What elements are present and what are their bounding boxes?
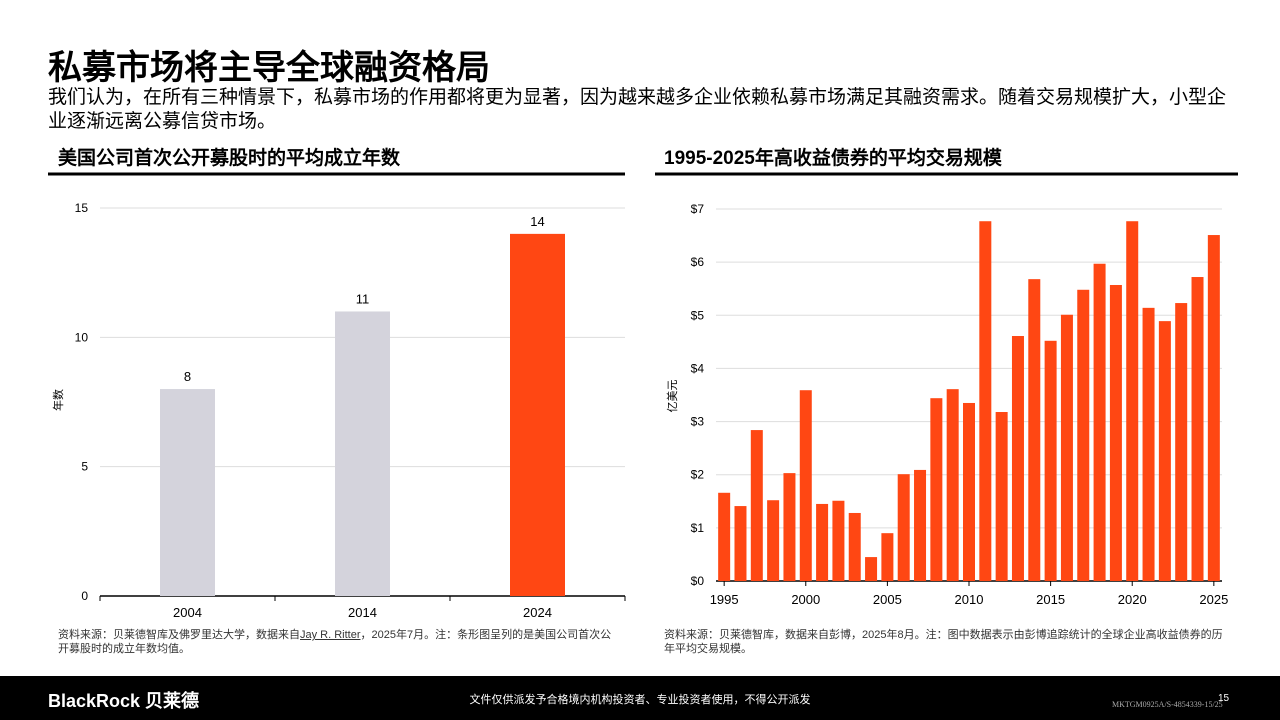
y-axis-label: 年数 — [51, 389, 65, 411]
value-label: 14 — [530, 214, 544, 229]
charts: 美国公司首次公开募股时的平均成立年数 0 5 10 15 年数 8 2004 11 2014 14 2… — [48, 146, 1238, 620]
logo: BlackRock 贝莱德 — [48, 691, 200, 711]
bar — [718, 492, 731, 581]
y-tick-label: $2 — [691, 468, 705, 482]
footer: BlackRock 贝莱德 文件仅供派发予合格境内机构投资者、专业投资者使用，不… — [0, 676, 1280, 720]
x-tick-label: 2025 — [1199, 592, 1228, 607]
bar — [881, 533, 894, 581]
page-subtitle: 我们认为，在所有三种情景下，私募市场的作用都将更为显著，因为越来越多企业依赖私募… — [48, 87, 1227, 132]
y-tick-label: $6 — [691, 255, 705, 269]
x-tick-label: 2005 — [873, 592, 902, 607]
x-tick-label: 2014 — [348, 605, 377, 620]
bar — [946, 389, 959, 581]
y-tick-label: $3 — [691, 415, 705, 429]
y-tick-label: $5 — [691, 308, 705, 322]
source-text: 资料来源：贝莱德智库及佛罗里达大学，数据来自 — [58, 629, 300, 641]
y-axis-label: 亿美元 — [666, 380, 679, 413]
source-text: ，2025年7月。注：条形图呈列的是美国公司首次公开募股时的成立年数均值。 — [58, 629, 612, 655]
bar — [930, 398, 943, 581]
bar — [1011, 336, 1024, 581]
bar — [897, 474, 910, 581]
bar — [963, 402, 975, 581]
y-tick-label: 5 — [81, 460, 88, 474]
bar — [1028, 279, 1041, 581]
bar — [816, 503, 829, 581]
bar — [734, 506, 747, 581]
bar — [1175, 303, 1188, 581]
bar — [1077, 289, 1090, 581]
x-tick-label: 2015 — [1036, 592, 1065, 607]
y-tick-label: $4 — [691, 361, 705, 375]
bar — [1109, 284, 1122, 581]
bar — [783, 473, 796, 581]
bar — [848, 512, 861, 581]
x-tick-label: 1995 — [710, 592, 739, 607]
chart-title: 美国公司首次公开募股时的平均成立年数 — [58, 146, 401, 169]
y-tick-label: 15 — [75, 201, 89, 215]
y-tick-label: 0 — [81, 589, 88, 603]
bar — [1093, 263, 1106, 581]
document-code: MKTGM0925A/S-4854339-15/25 — [1112, 700, 1223, 709]
bar — [1142, 307, 1155, 581]
bar — [1060, 314, 1073, 581]
y-tick-label: $7 — [691, 202, 705, 216]
bar — [160, 389, 215, 596]
bar — [510, 233, 565, 596]
bar — [1044, 340, 1057, 581]
y-tick-label: $0 — [691, 574, 705, 588]
source-text: 资料来源：贝莱德智库，数据来自彭博，2025年8月。注：图中数据表示由彭博追踪统… — [664, 629, 1223, 655]
bar — [1191, 277, 1204, 581]
page-number: 15 — [1218, 693, 1230, 704]
disclaimer: 文件仅供派发予合格境内机构投资者、专业投资者使用，不得公开派发 — [469, 694, 811, 706]
value-label: 8 — [184, 369, 191, 384]
x-tick-label: 2010 — [955, 592, 984, 607]
source-link-text: Jay R. Ritter — [300, 629, 361, 641]
y-tick-label: $1 — [691, 521, 705, 535]
bar — [767, 500, 780, 581]
bar — [799, 390, 812, 581]
bar — [832, 500, 845, 581]
bar — [979, 221, 992, 582]
page-title: 私募市场将主导全球融资格局 — [48, 49, 490, 87]
bar — [914, 469, 927, 581]
bar — [1207, 235, 1220, 582]
bar — [995, 412, 1008, 581]
x-tick-label: 2024 — [523, 605, 552, 620]
x-tick-label: 2020 — [1118, 592, 1147, 607]
bar — [865, 557, 878, 581]
value-label: 11 — [356, 291, 370, 306]
bar — [750, 430, 763, 581]
source-note: 资料来源：贝莱德智库，数据来自彭博，2025年8月。注：图中数据表示由彭博追踪统… — [664, 628, 1224, 656]
source-note: 资料来源：贝莱德智库及佛罗里达大学，数据来自Jay R. Ritter，2025… — [58, 628, 618, 656]
bar — [1158, 321, 1171, 581]
y-tick-label: 10 — [75, 330, 89, 344]
chart-title: 1995-2025年高收益债券的平均交易规模 — [664, 146, 1003, 169]
bar — [335, 311, 390, 596]
x-tick-label: 2000 — [791, 592, 820, 607]
x-tick-label: 2004 — [173, 605, 202, 620]
bar — [1126, 221, 1139, 582]
